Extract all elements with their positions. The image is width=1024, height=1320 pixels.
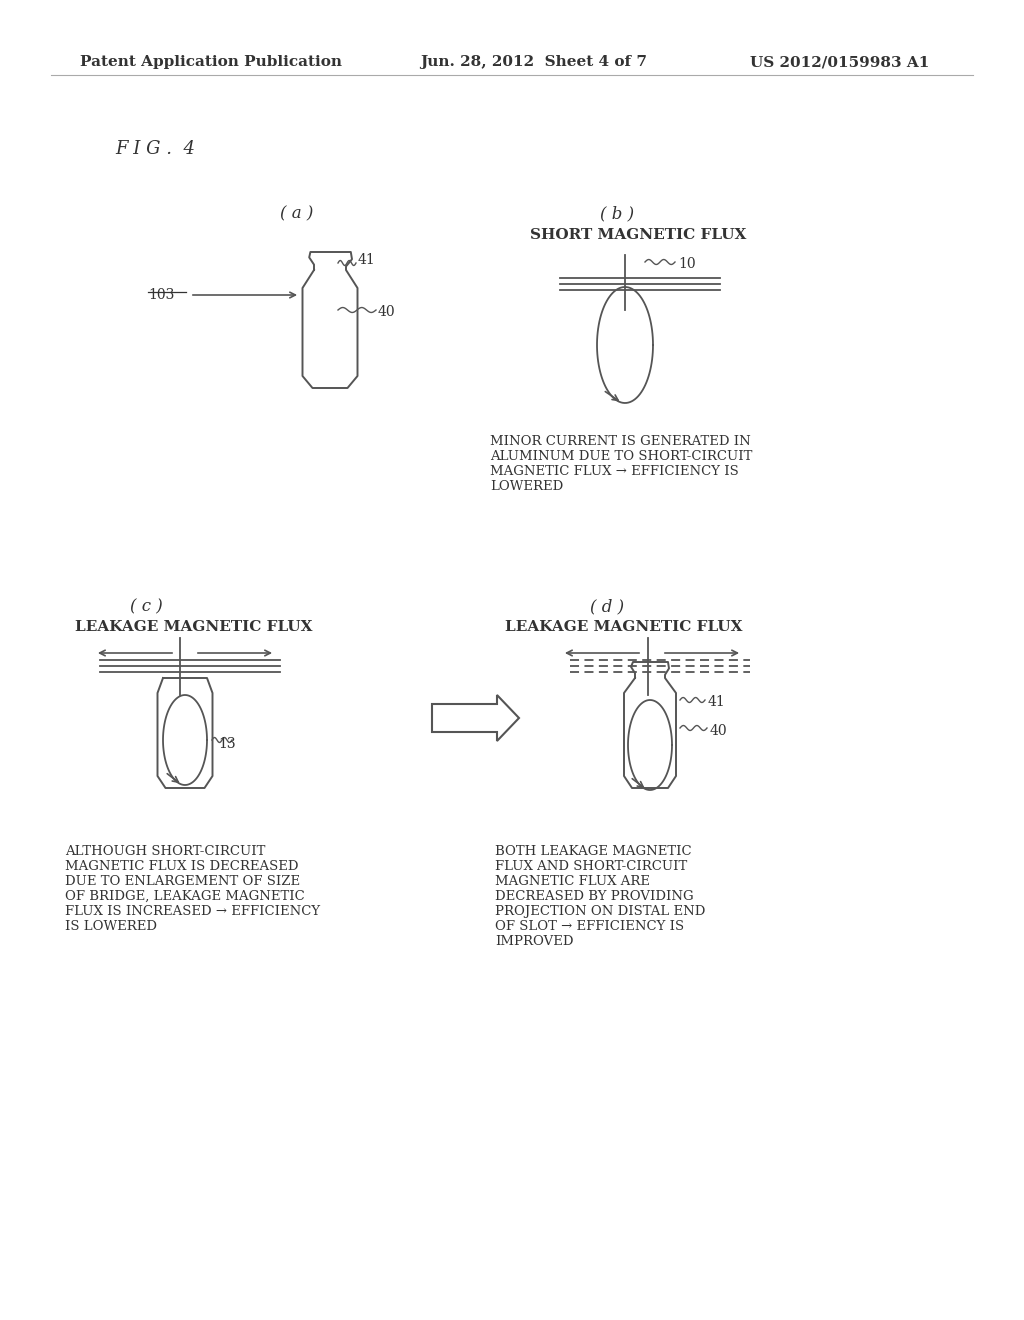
Text: US 2012/0159983 A1: US 2012/0159983 A1: [750, 55, 930, 69]
Text: SHORT MAGNETIC FLUX: SHORT MAGNETIC FLUX: [530, 228, 746, 242]
Text: 103: 103: [148, 288, 174, 302]
Text: LEAKAGE MAGNETIC FLUX: LEAKAGE MAGNETIC FLUX: [505, 620, 742, 634]
Text: LEAKAGE MAGNETIC FLUX: LEAKAGE MAGNETIC FLUX: [75, 620, 312, 634]
Text: ( d ): ( d ): [590, 598, 624, 615]
Text: Patent Application Publication: Patent Application Publication: [80, 55, 342, 69]
Text: F I G .  4: F I G . 4: [115, 140, 195, 158]
Text: 13: 13: [218, 737, 236, 751]
Text: BOTH LEAKAGE MAGNETIC
FLUX AND SHORT-CIRCUIT
MAGNETIC FLUX ARE
DECREASED BY PROV: BOTH LEAKAGE MAGNETIC FLUX AND SHORT-CIR…: [495, 845, 706, 948]
Text: ( b ): ( b ): [600, 205, 634, 222]
Text: 10: 10: [678, 257, 695, 271]
Text: 40: 40: [710, 723, 728, 738]
Text: ( a ): ( a ): [280, 205, 313, 222]
Text: 41: 41: [708, 696, 726, 709]
Text: ALTHOUGH SHORT-CIRCUIT
MAGNETIC FLUX IS DECREASED
DUE TO ENLARGEMENT OF SIZE
OF : ALTHOUGH SHORT-CIRCUIT MAGNETIC FLUX IS …: [65, 845, 321, 933]
Text: 40: 40: [378, 305, 395, 319]
Text: 41: 41: [358, 253, 376, 267]
Text: MINOR CURRENT IS GENERATED IN
ALUMINUM DUE TO SHORT-CIRCUIT
MAGNETIC FLUX → EFFI: MINOR CURRENT IS GENERATED IN ALUMINUM D…: [490, 436, 753, 492]
Text: ( c ): ( c ): [130, 598, 163, 615]
Text: Jun. 28, 2012  Sheet 4 of 7: Jun. 28, 2012 Sheet 4 of 7: [420, 55, 647, 69]
